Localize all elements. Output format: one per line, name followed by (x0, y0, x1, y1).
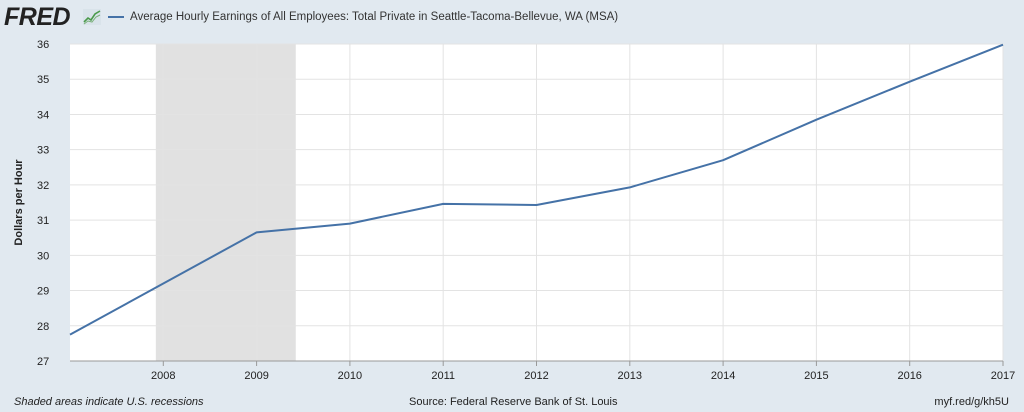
legend-swatch (108, 16, 124, 18)
x-tick-label: 2013 (618, 370, 642, 382)
x-tick-label: 2016 (897, 370, 921, 382)
trend-line-icon (83, 9, 101, 25)
y-tick-label: 30 (37, 250, 49, 262)
y-tick-label: 28 (37, 321, 49, 333)
y-tick-label: 36 (37, 39, 49, 51)
x-tick-label: 2008 (151, 370, 175, 382)
recession-band (155, 44, 296, 361)
y-axis-label: Dollars per Hour (13, 159, 25, 246)
x-tick-label: 2012 (524, 370, 548, 382)
y-tick-label: 34 (37, 109, 49, 121)
y-tick-label: 31 (37, 215, 49, 227)
source-text: Source: Federal Reserve Bank of St. Loui… (409, 396, 618, 408)
chart-footer: Shaded areas indicate U.S. recessions So… (0, 392, 1024, 412)
y-tick-label: 33 (37, 145, 49, 157)
y-tick-label: 27 (37, 356, 49, 368)
chart-header: FRED Average Hourly Earnings of All Empl… (0, 0, 1024, 34)
short-url-link[interactable]: myf.red/g/kh5U (934, 396, 1009, 408)
recession-note: Shaded areas indicate U.S. recessions (14, 396, 204, 408)
x-tick-label: 2015 (804, 370, 828, 382)
y-tick-label: 35 (37, 74, 49, 86)
x-tick-label: 2017 (991, 370, 1015, 382)
series-line (69, 43, 1004, 336)
fred-logo[interactable]: FRED (4, 3, 71, 31)
legend-label: Average Hourly Earnings of All Employees… (130, 11, 619, 23)
x-tick-label: 2014 (711, 370, 735, 382)
legend[interactable]: Average Hourly Earnings of All Employees… (108, 9, 618, 25)
x-tick-label: 2009 (244, 370, 268, 382)
y-tick-label: 29 (37, 286, 49, 298)
x-tick-label: 2010 (338, 370, 362, 382)
y-tick-label: 32 (37, 180, 49, 192)
x-tick-label: 2011 (431, 370, 455, 382)
